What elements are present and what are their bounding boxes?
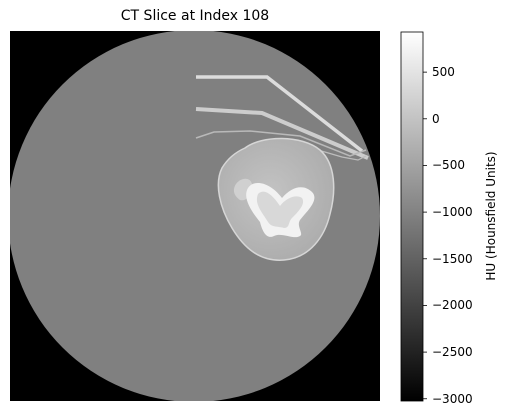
tibia-bone-marrow: [256, 191, 304, 228]
table-top-line: [196, 75, 364, 153]
ct-image: [10, 31, 380, 401]
colorbar-tick-label: 0: [432, 111, 440, 126]
colorbar-tick-label: −3000: [432, 391, 473, 406]
colorbar-tick-label: −2000: [432, 298, 473, 313]
colorbar-tick-label: −1000: [432, 205, 473, 220]
colorbar-tick-label: 500: [432, 65, 455, 80]
table-and-cushion: [195, 75, 369, 161]
colorbar-tick-label: −1500: [432, 251, 473, 266]
cushion-edge: [317, 149, 367, 161]
colorbar-ticks: [423, 71, 427, 400]
colorbar-gradient: [400, 31, 424, 402]
leg-cross-section: [217, 137, 335, 261]
colorbar-tick-label: −500: [432, 158, 465, 173]
colorbar-tick-label: −2500: [432, 345, 473, 360]
colorbar: [400, 31, 427, 402]
cushion-outline: [195, 130, 367, 157]
figure-title: CT Slice at Index 108: [120, 8, 270, 24]
table-base-line: [195, 107, 369, 160]
colorbar-axis-label: HU (Hounsfield Units): [484, 151, 498, 281]
